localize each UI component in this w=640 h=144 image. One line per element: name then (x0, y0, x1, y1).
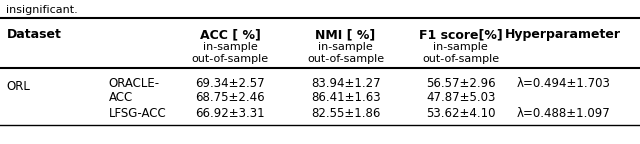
Text: λ=0.494±1.703: λ=0.494±1.703 (516, 77, 610, 90)
Text: 69.34±2.57: 69.34±2.57 (196, 77, 265, 90)
Text: Dataset: Dataset (6, 28, 61, 41)
Text: 83.94±1.27: 83.94±1.27 (311, 77, 380, 90)
Text: NMI [ %]: NMI [ %] (316, 28, 376, 41)
Text: ORL: ORL (6, 80, 30, 93)
Text: 47.87±5.03: 47.87±5.03 (426, 91, 495, 104)
Text: insignificant.: insignificant. (6, 5, 78, 15)
Text: 86.41±1.63: 86.41±1.63 (311, 91, 380, 104)
Text: 66.92±3.31: 66.92±3.31 (196, 107, 265, 120)
Text: in-sample: in-sample (318, 42, 373, 52)
Text: 68.75±2.46: 68.75±2.46 (196, 91, 265, 104)
Text: Hyperparameter: Hyperparameter (505, 28, 621, 41)
Text: λ=0.488±1.097: λ=0.488±1.097 (516, 107, 610, 120)
Text: ORACLE-: ORACLE- (109, 77, 160, 90)
Text: in-sample: in-sample (433, 42, 488, 52)
Text: 53.62±4.10: 53.62±4.10 (426, 107, 495, 120)
Text: out-of-sample: out-of-sample (422, 54, 499, 64)
Text: out-of-sample: out-of-sample (192, 54, 269, 64)
Text: out-of-sample: out-of-sample (307, 54, 384, 64)
Text: LFSG-ACC: LFSG-ACC (109, 107, 166, 120)
Text: 82.55±1.86: 82.55±1.86 (311, 107, 380, 120)
Text: 56.57±2.96: 56.57±2.96 (426, 77, 495, 90)
Text: in-sample: in-sample (203, 42, 258, 52)
Text: ACC [ %]: ACC [ %] (200, 28, 261, 41)
Text: F1 score[%]: F1 score[%] (419, 28, 502, 41)
Text: ACC: ACC (109, 91, 133, 104)
